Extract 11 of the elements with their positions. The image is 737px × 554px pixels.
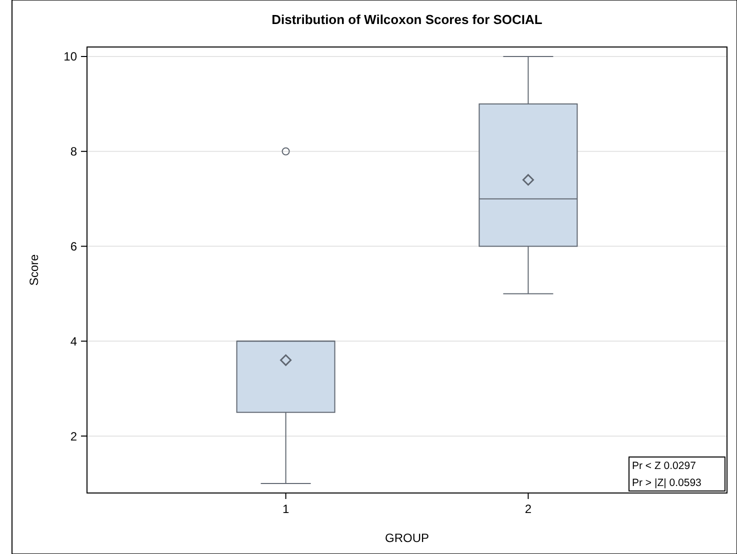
chart-title: Distribution of Wilcoxon Scores for SOCIAL (272, 12, 542, 27)
x-tick-label: 1 (282, 502, 290, 516)
y-axis-title: Score (27, 254, 41, 286)
annotation: Pr < Z 0.0297 (632, 460, 696, 472)
y-tick-label: 6 (70, 239, 78, 254)
y-tick-label: 8 (70, 144, 78, 159)
y-tick-label: 10 (64, 50, 78, 64)
y-tick-label: 4 (70, 334, 78, 348)
x-axis-title: GROUP (384, 531, 430, 545)
annotation: Pr > |Z| 0.0593 (632, 477, 702, 489)
y-tick-label: 2 (70, 429, 78, 444)
